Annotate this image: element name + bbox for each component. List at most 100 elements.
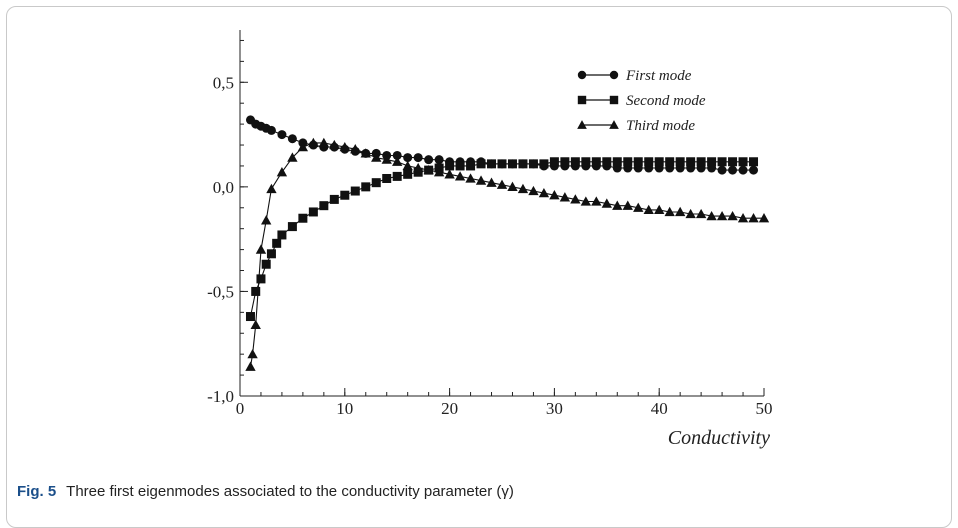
legend-marker (577, 95, 587, 105)
data-point-first-mode (434, 155, 444, 165)
data-point-third-mode (737, 213, 749, 223)
legend-marker (577, 120, 587, 129)
data-point-first-mode (749, 165, 759, 175)
data-point-second-mode (287, 222, 297, 232)
data-point-second-mode (403, 169, 413, 179)
x-tick-label: 40 (651, 399, 668, 418)
data-point-second-mode (675, 157, 685, 167)
series-line-third-mode (249, 142, 764, 367)
data-point-third-mode (250, 319, 261, 330)
data-point-third-mode (591, 196, 602, 206)
data-point-third-mode (475, 175, 487, 185)
data-point-third-mode (339, 141, 350, 152)
legend-entry-first-mode: First mode (577, 68, 692, 84)
data-point-second-mode (507, 159, 517, 169)
chart-legend: First mode Second mode Third mode (577, 68, 706, 134)
data-point-second-mode (707, 157, 717, 167)
data-point-second-mode (392, 171, 402, 181)
data-point-third-mode (622, 200, 633, 210)
data-point-third-mode (444, 169, 455, 179)
data-point-first-mode (287, 134, 297, 144)
data-point-second-mode (728, 157, 738, 167)
data-point-second-mode (261, 259, 271, 269)
y-tick-label: 0,0 (213, 178, 234, 197)
legend-marker (609, 120, 619, 129)
legend-marker (609, 70, 619, 80)
data-point-third-mode (716, 210, 728, 221)
data-point-second-mode (256, 274, 266, 284)
data-point-third-mode (486, 177, 497, 187)
data-point-second-mode (633, 157, 643, 167)
data-point-third-mode (517, 183, 529, 194)
data-point-second-mode (738, 157, 748, 167)
data-point-first-mode (277, 130, 287, 140)
figure-label: Fig. 5 (17, 483, 57, 500)
data-point-first-mode (424, 155, 434, 165)
legend-entry-third-mode: Third mode (577, 118, 695, 134)
data-point-second-mode (570, 157, 580, 167)
data-point-third-mode (308, 137, 319, 148)
data-point-third-mode (360, 148, 371, 158)
data-point-third-mode (549, 190, 560, 200)
data-point-third-mode (643, 204, 654, 215)
data-point-third-mode (580, 196, 592, 206)
data-point-third-mode (496, 179, 508, 189)
data-point-second-mode (329, 194, 339, 204)
data-point-third-mode (247, 348, 258, 359)
data-point-second-mode (665, 157, 675, 167)
data-point-third-mode (371, 152, 382, 162)
data-point-third-mode (245, 361, 256, 371)
data-point-third-mode (674, 206, 686, 217)
data-point-second-mode (382, 173, 392, 183)
data-point-second-mode (298, 213, 308, 223)
legend-label: Second mode (626, 93, 706, 109)
data-point-second-mode (581, 157, 591, 167)
figure-caption-text: Three first eigenmodes associated to the… (66, 483, 514, 500)
data-point-third-mode (255, 244, 267, 254)
data-point-first-mode (717, 165, 727, 175)
data-point-second-mode (277, 230, 287, 240)
data-point-second-mode (487, 159, 497, 169)
data-point-third-mode (381, 154, 392, 164)
data-point-second-mode (340, 190, 350, 200)
figure-caption: Fig. 5 Three first eigenmodes associated … (17, 483, 514, 500)
data-point-second-mode (518, 159, 528, 169)
data-point-second-mode (308, 207, 318, 217)
data-point-third-mode (297, 141, 309, 152)
data-point-second-mode (371, 178, 381, 188)
data-point-third-mode (727, 210, 738, 221)
data-point-third-mode (433, 167, 445, 177)
data-point-second-mode (549, 157, 559, 167)
x-tick-label: 20 (441, 399, 458, 418)
data-point-third-mode (538, 187, 550, 198)
legend-marker (609, 95, 619, 105)
data-point-second-mode (319, 201, 329, 211)
data-point-second-mode (560, 157, 570, 167)
y-tick-label: -0,5 (207, 282, 234, 301)
data-point-third-mode (664, 206, 675, 217)
data-point-third-mode (601, 198, 612, 208)
y-tick-label: -1,0 (207, 387, 234, 406)
data-point-second-mode (717, 157, 727, 167)
legend-marker (577, 70, 587, 80)
chart-axes: -1,0 -0,5 0,0 0,5 0 10 20 30 40 50 (207, 30, 773, 418)
data-point-third-mode (507, 181, 518, 191)
data-point-third-mode (350, 144, 361, 154)
data-point-second-mode (266, 249, 276, 259)
data-point-first-mode (392, 150, 402, 160)
data-point-first-mode (728, 165, 738, 175)
legend-label: Third mode (626, 118, 695, 134)
data-point-third-mode (748, 213, 759, 223)
series-second-mode (245, 157, 759, 322)
data-point-third-mode (685, 208, 696, 219)
y-tick-label: 0,5 (213, 73, 234, 92)
data-point-third-mode (318, 137, 330, 148)
data-point-third-mode (695, 208, 707, 219)
data-point-second-mode (602, 157, 612, 167)
data-point-third-mode (758, 213, 770, 223)
data-point-third-mode (261, 215, 272, 225)
data-point-second-mode (476, 159, 486, 169)
data-point-third-mode (528, 185, 539, 196)
data-point-first-mode (413, 153, 423, 163)
data-point-third-mode (266, 183, 277, 194)
